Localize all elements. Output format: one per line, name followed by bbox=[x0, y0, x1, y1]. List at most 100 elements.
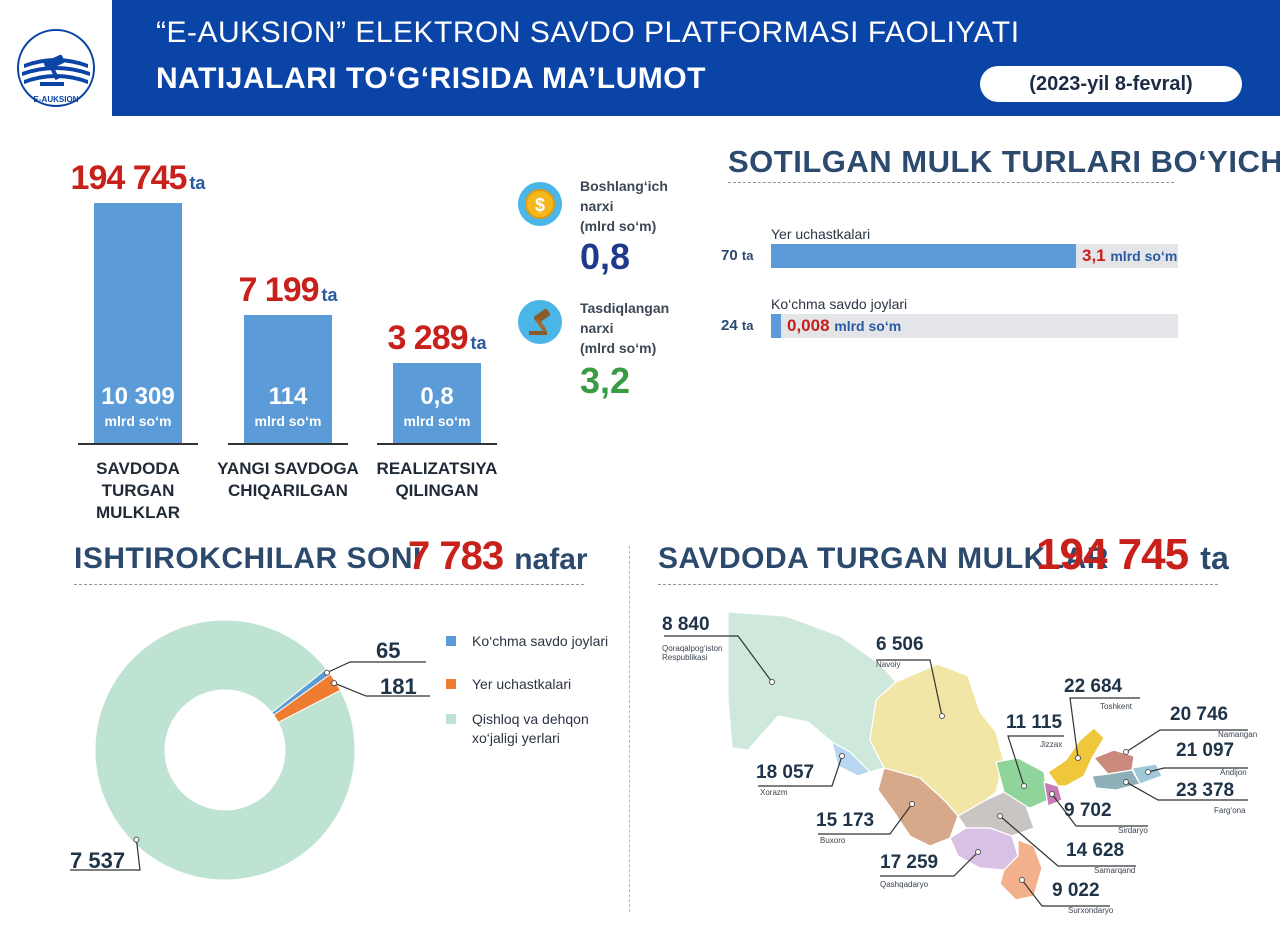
map-region-value: 6 506 bbox=[876, 634, 924, 655]
map-leader-dot bbox=[975, 849, 981, 855]
map-region bbox=[727, 611, 897, 773]
map-leader-dot bbox=[1049, 791, 1055, 797]
header: E-AUKSION “E-AUKSION” ELEKTRON SAVDO PLA… bbox=[0, 0, 1280, 116]
participants-total-value: 7 783 bbox=[408, 534, 504, 578]
approved-price-label: Tasdiqlangan narxi (mlrd so‘m) bbox=[580, 298, 669, 358]
map-region-value: 11 115 bbox=[1006, 712, 1063, 733]
map-region-name-line: Toshkent bbox=[1100, 702, 1133, 711]
approved-price-label-line: narxi bbox=[580, 320, 614, 336]
map-leader-line bbox=[818, 803, 913, 835]
legend-swatch bbox=[446, 679, 456, 689]
hbar-category-label: Ko‘chma savdo joylari bbox=[771, 296, 908, 312]
hbar-value-number: 3,1 bbox=[1082, 246, 1111, 265]
map-region-name: Jizzax bbox=[1040, 740, 1062, 749]
hbar-value-label: 0,008 mlrd so‘m bbox=[787, 316, 901, 336]
map-region-name-line: Sirdaryo bbox=[1118, 826, 1148, 835]
map-leader-dot bbox=[909, 801, 915, 807]
map-region-name: Surxondaryo bbox=[1068, 906, 1113, 915]
map-region bbox=[1091, 769, 1141, 791]
map-leader-line bbox=[1069, 697, 1140, 759]
donut-leader-dot bbox=[331, 680, 338, 687]
map-region-name: Xorazm bbox=[760, 788, 788, 797]
map-region-name: Andijon bbox=[1220, 768, 1247, 777]
title-line-1: “E-AUKSION” ELEKTRON SAVDO PLATFORMASI F… bbox=[156, 16, 1020, 49]
map-leader-line bbox=[999, 815, 1136, 867]
hbar-value-label: 3,1 mlrd so‘m bbox=[1082, 246, 1177, 266]
participants-divider bbox=[74, 584, 584, 585]
participants-title: ISHTIROKCHILAR SONI bbox=[74, 542, 422, 575]
map-region-name-line: Respublikasi bbox=[662, 653, 708, 662]
bar-category-line: CHIQARILGAN bbox=[228, 481, 348, 500]
map-region-name-line: Andijon bbox=[1220, 768, 1247, 777]
map-divider bbox=[658, 584, 1218, 585]
hbar-count-unit: ta bbox=[741, 318, 754, 333]
coin-icon: $ bbox=[518, 182, 562, 226]
approved-price-label-line: Tasdiqlangan bbox=[580, 300, 670, 316]
map-region-value: 8 840 bbox=[662, 614, 710, 635]
bar-count-label: 7 199 ta bbox=[208, 271, 368, 310]
e-auksion-logo: E-AUKSION bbox=[12, 24, 100, 112]
map-leader-dot bbox=[1123, 779, 1129, 785]
map-total-value: 194 745 bbox=[1036, 530, 1189, 579]
map-region-name: Namangan bbox=[1218, 730, 1257, 739]
map-leader-dot bbox=[997, 813, 1003, 819]
uzbekistan-map bbox=[664, 611, 1248, 907]
hbar-fill bbox=[771, 314, 781, 338]
map-leader-line bbox=[876, 659, 943, 717]
donut-leader-dot bbox=[133, 836, 140, 843]
legend-label-line: Qishloq va dehqon bbox=[472, 711, 589, 727]
map-region-name-line: Samarqand bbox=[1094, 866, 1136, 875]
bar-count-value: 3 289 bbox=[387, 319, 468, 357]
map-region-name: Navoiy bbox=[876, 660, 900, 669]
map-region-value: 15 173 bbox=[816, 810, 875, 831]
map-region-value: 17 259 bbox=[880, 852, 939, 873]
hbar-count-unit: ta bbox=[741, 248, 754, 263]
date-badge: (2023-yil 8-fevral) bbox=[980, 66, 1242, 102]
legend-swatch bbox=[446, 714, 456, 724]
map-leader-line bbox=[664, 635, 773, 683]
start-price-label-line: Boshlang‘ich bbox=[580, 178, 668, 194]
map-region-name: Qoraqalpog‘iston Respublikasi bbox=[662, 644, 722, 662]
legend-label-line: xo‘jaligi yerlari bbox=[472, 730, 560, 746]
map-leader-dot bbox=[1075, 755, 1081, 761]
hbar-value-unit: mlrd so‘m bbox=[1110, 248, 1178, 264]
map-region-value: 23 378 bbox=[1176, 780, 1235, 801]
legend-label: Yer uchastkalari bbox=[472, 675, 571, 694]
bar-value-unit: mlrd so‘m bbox=[403, 413, 471, 429]
bar-baseline bbox=[78, 443, 198, 445]
legend-swatch bbox=[446, 636, 456, 646]
bar-count-label: 3 289 ta bbox=[357, 319, 517, 358]
map-region-name: Samarqand bbox=[1094, 866, 1135, 875]
approved-price-label-line: (mlrd so‘m) bbox=[580, 340, 657, 356]
map-title: SAVDODA TURGAN MULKLAR bbox=[658, 542, 1109, 575]
bar-count-label: 194 745 ta bbox=[58, 159, 218, 198]
gavel-icon bbox=[518, 300, 562, 344]
bar-value-label: 10 309 bbox=[101, 383, 175, 410]
map-region-name: Toshkent bbox=[1100, 702, 1132, 711]
section-divider bbox=[629, 546, 630, 912]
map-leader-line bbox=[1051, 793, 1148, 827]
bar: 0,8 mlrd so‘m bbox=[393, 363, 481, 443]
bar-category-line: SAVDODA bbox=[96, 459, 180, 478]
bar-category-label: REALIZATSIYA QILINGAN bbox=[357, 458, 517, 502]
bar-count-unit: ta bbox=[470, 333, 487, 353]
map-region-name: Sirdaryo bbox=[1118, 826, 1148, 835]
hbar-fill bbox=[771, 244, 1076, 268]
donut-leader-line bbox=[333, 682, 430, 697]
map-region-value: 21 097 bbox=[1176, 740, 1235, 761]
start-price-label-line: narxi bbox=[580, 198, 614, 214]
map-leader-dot bbox=[769, 679, 775, 685]
svg-text:$: $ bbox=[535, 195, 545, 215]
bar-baseline bbox=[377, 443, 497, 445]
map-region-value: 18 057 bbox=[756, 762, 815, 783]
map-region-name-line: Farg‘ona bbox=[1214, 806, 1246, 815]
map-region bbox=[1092, 749, 1135, 775]
map-leader-line bbox=[1125, 781, 1248, 801]
map-region bbox=[999, 839, 1043, 901]
hbar-value-unit: mlrd so‘m bbox=[834, 318, 902, 334]
bar-value-unit: mlrd so‘m bbox=[254, 413, 322, 429]
start-price-label: Boshlang‘ich narxi (mlrd so‘m) bbox=[580, 176, 668, 236]
bar-count-value: 194 745 bbox=[70, 159, 188, 197]
hbar-count-label: 70 ta bbox=[721, 247, 754, 264]
map-region-name-line: Navoiy bbox=[876, 660, 901, 669]
